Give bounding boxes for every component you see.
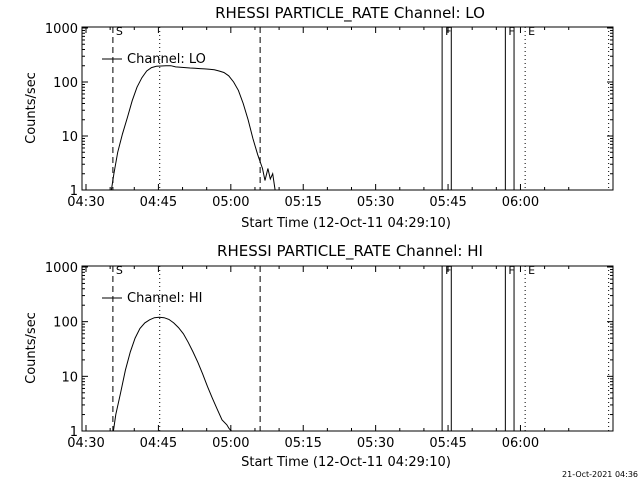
panel-lo: RHESSI PARTICLE_RATE Channel: LO Counts/… — [24, 4, 614, 231]
x-tick-label: 05:30 — [357, 436, 394, 451]
plot-frame-lo — [81, 26, 614, 191]
event-marker-label: F — [445, 25, 451, 38]
y-tick-label: 1000 — [45, 261, 78, 276]
event-marker-label: S — [116, 264, 123, 277]
x-tick-label: 05:45 — [429, 436, 466, 451]
x-axis-label-lo: Start Time (12-Oct-11 04:29:10) — [241, 216, 451, 231]
series-line-lo — [110, 65, 276, 191]
timestamp-stamp: 21-Oct-2021 04:36 — [562, 470, 638, 479]
x-tick-label: 04:45 — [140, 195, 177, 210]
x-tick-label: 04:30 — [67, 195, 104, 210]
chart-title-hi: RHESSI PARTICLE_RATE Channel: HI — [217, 242, 483, 261]
axis-ticks-lo: 04:30 04:45 05:00 05:15 05:30 05:45 06:00 1 10 10… — [45, 22, 613, 210]
event-marker-label: S — [116, 25, 123, 38]
x-tick-label: 06:00 — [502, 436, 539, 451]
x-tick-label: 05:45 — [429, 195, 466, 210]
y-tick-label: 100 — [53, 316, 78, 331]
x-tick-label: 06:00 — [502, 195, 539, 210]
x-tick-label: 05:15 — [284, 195, 321, 210]
x-tick-label: 05:00 — [212, 195, 249, 210]
y-tick-label: 1000 — [45, 22, 78, 37]
y-tick-label: 10 — [61, 370, 78, 385]
event-marker-label: E — [528, 25, 535, 38]
x-tick-label: 04:45 — [140, 436, 177, 451]
axis-ticks-hi: 04:30 04:45 05:00 05:15 05:30 05:45 06:00 1 10 10… — [45, 261, 613, 451]
event-marker-label: F — [508, 25, 514, 38]
event-marker-label: F — [445, 264, 451, 277]
x-tick-label: 04:30 — [67, 436, 104, 451]
y-tick-label: 1 — [70, 184, 78, 199]
y-tick-label: 10 — [61, 130, 78, 145]
x-tick-label: 05:30 — [357, 195, 394, 210]
legend-label-hi: Channel: HI — [127, 291, 203, 306]
event-marker-label: E — [528, 264, 535, 277]
x-axis-label-hi: Start Time (12-Oct-11 04:29:10) — [241, 455, 451, 470]
panel-hi: RHESSI PARTICLE_RATE Channel: HI Counts/… — [24, 242, 614, 470]
y-axis-label-hi: Counts/sec — [24, 312, 39, 384]
x-tick-label: 05:00 — [212, 436, 249, 451]
x-tick-label: 05:15 — [284, 436, 321, 451]
plot-frame-hi — [81, 265, 614, 432]
series-line-hi — [112, 316, 232, 432]
legend-label-lo: Channel: LO — [127, 52, 206, 67]
y-axis-label-lo: Counts/sec — [24, 72, 39, 144]
y-tick-label: 1 — [70, 425, 78, 440]
y-tick-label: 100 — [53, 76, 78, 91]
event-marker-label: F — [508, 264, 514, 277]
chart-title-lo: RHESSI PARTICLE_RATE Channel: LO — [215, 4, 485, 23]
